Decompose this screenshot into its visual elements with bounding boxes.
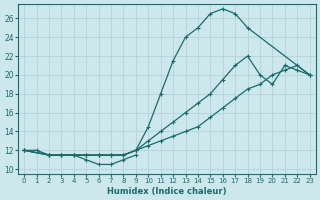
X-axis label: Humidex (Indice chaleur): Humidex (Indice chaleur) [107, 187, 227, 196]
